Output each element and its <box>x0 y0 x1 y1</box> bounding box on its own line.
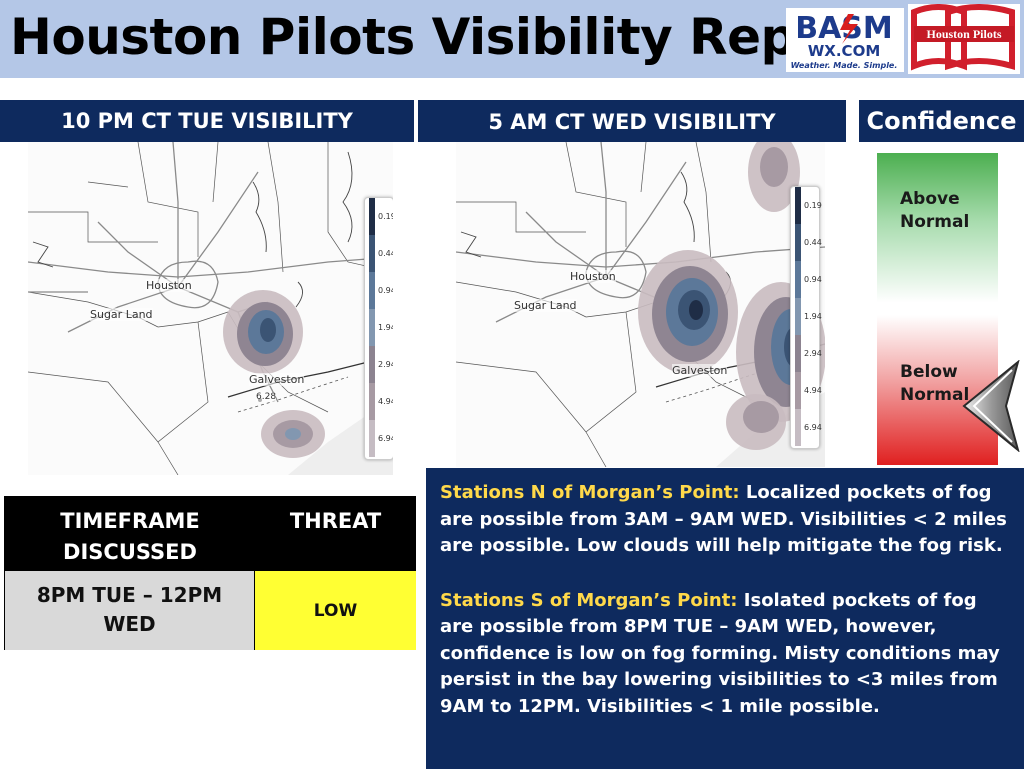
south-stations-heading: Stations S of Morgan’s Point: <box>440 589 738 611</box>
discussion-box: Stations N of Morgan’s Point: Localized … <box>426 468 1024 769</box>
table-cell-threat-level: LOW <box>255 570 416 650</box>
map2-basemap <box>456 142 825 467</box>
legend-row: 2.94 <box>365 346 393 383</box>
confidence-below-normal-label: Below Normal <box>900 362 970 405</box>
legend-row: 0.94 <box>365 272 393 309</box>
map1-header: 10 PM CT TUE VISIBILITY <box>0 100 414 142</box>
legend-row: 6.94 <box>791 409 822 446</box>
north-stations-heading: Stations N of Morgan’s Point: <box>440 482 740 503</box>
basm-wx-logo: BASM WX.COM Weather. Made. Simple. <box>786 8 904 72</box>
legend-row: 0.94 <box>791 261 822 298</box>
legend-row: 1.94 <box>365 309 393 346</box>
page-title: Houston Pilots Visibility Report <box>10 8 878 66</box>
city-galveston: Galveston <box>672 364 728 377</box>
visibility-map-10pm-tue: Houston Sugar Land Galveston 6.28 0.19 0… <box>28 142 393 475</box>
north-stations-body: Localized pockets of fog are possible fr… <box>440 482 1007 556</box>
city-sugar-land: Sugar Land <box>90 308 153 321</box>
confidence-header: Confidence <box>859 100 1024 142</box>
confidence-pointer-icon <box>962 360 1020 452</box>
legend-row: 4.94 <box>791 372 822 409</box>
legend-row: 2.94 <box>791 335 822 372</box>
legend-row: 0.19 <box>791 187 822 224</box>
svg-text:WX.COM: WX.COM <box>808 42 881 60</box>
legend-row: 4.94 <box>365 383 393 420</box>
header-band: Houston Pilots Visibility Report BASM WX… <box>0 0 1024 78</box>
south-stations-body: Isolated pockets of fog are possible fro… <box>440 589 1000 717</box>
legend-row: 0.44 <box>791 224 822 261</box>
threat-table: TIMEFRAME DISCUSSED THREAT 8PM TUE – 12P… <box>4 496 416 650</box>
legend-row: 1.94 <box>791 298 822 335</box>
map1-legend: 0.19 0.44 0.94 1.94 2.94 4.94 6.94 <box>364 197 393 460</box>
confidence-above-normal-label: Above Normal <box>900 189 970 232</box>
map1-basemap <box>28 142 393 475</box>
table-cell-timeframe: 8PM TUE – 12PM WED <box>5 570 255 650</box>
svg-text:Houston Pilots: Houston Pilots <box>926 27 1001 41</box>
svg-text:Weather. Made. Simple.: Weather. Made. Simple. <box>791 61 898 70</box>
legend-row: 6.94 <box>365 420 393 457</box>
table-header-threat: THREAT <box>255 497 416 570</box>
city-sugar-land: Sugar Land <box>514 299 577 312</box>
map2-legend: 0.19 0.44 0.94 1.94 2.94 4.94 6.94 <box>790 186 822 449</box>
table-header-timeframe: TIMEFRAME DISCUSSED <box>5 497 255 570</box>
map2-header: 5 AM CT WED VISIBILITY <box>418 100 846 142</box>
discussion-north-stations: Stations N of Morgan’s Point: Localized … <box>440 480 1010 560</box>
discussion-south-stations: Stations S of Morgan’s Point: Isolated p… <box>440 588 1010 721</box>
station-value: 6.28 <box>256 392 277 402</box>
legend-row: 0.19 <box>365 198 393 235</box>
city-houston: Houston <box>570 270 616 283</box>
houston-pilots-logo: Houston Pilots <box>908 4 1020 74</box>
city-houston: Houston <box>146 279 192 292</box>
visibility-map-5am-wed: Houston Sugar Land Galveston 0.19 0.44 0… <box>456 142 825 467</box>
legend-row: 0.44 <box>365 235 393 272</box>
city-galveston: Galveston <box>249 373 305 386</box>
